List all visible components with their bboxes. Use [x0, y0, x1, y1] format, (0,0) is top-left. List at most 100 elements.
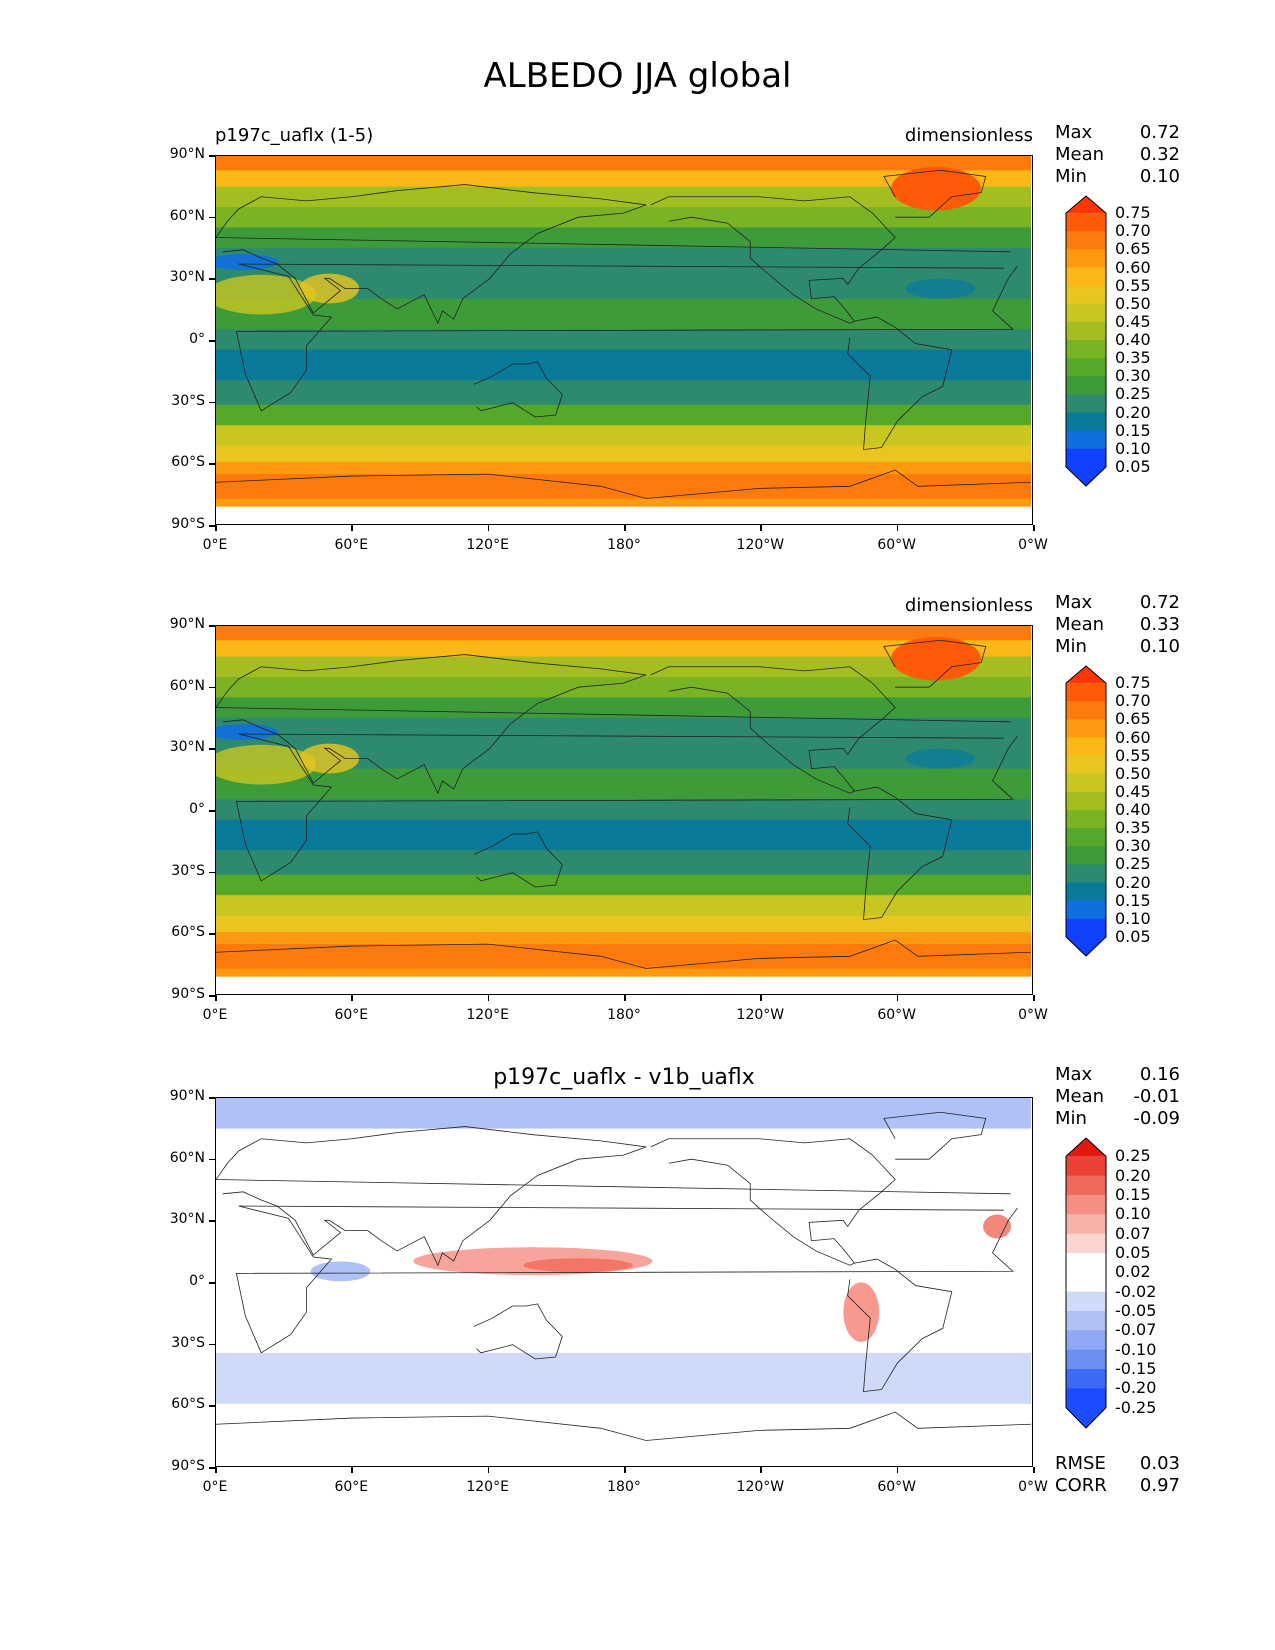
colorbar-swatch: [1066, 213, 1106, 232]
x-tick-mark: [896, 1467, 899, 1473]
x-tick-label: 0°E: [202, 1007, 228, 1023]
coastline: [216, 1126, 1011, 1267]
colorbar-tick-label: 0.15: [1115, 890, 1151, 910]
map-band: [216, 445, 1031, 463]
colorbar-tick-label: 0.05: [1115, 1243, 1151, 1262]
map-band: [216, 640, 1031, 658]
colorbar: [1065, 1137, 1107, 1429]
colorbar-swatch: [1066, 882, 1106, 902]
colorbar-tick-label: -0.07: [1115, 1320, 1157, 1340]
y-tick-label: 0°: [189, 801, 205, 817]
y-tick-label: 0°: [189, 331, 205, 347]
colorbar-tick-label: 0.70: [1115, 221, 1151, 241]
coastline: [235, 1205, 1018, 1354]
colorbar-extend-bottom: [1066, 1407, 1106, 1428]
map-band: [216, 944, 1031, 970]
x-tick-label: 60°E: [334, 537, 369, 553]
colorbar-tick-label: 0.15: [1115, 1185, 1151, 1204]
colorbar-swatch: [1066, 1388, 1106, 1409]
x-tick-label: 60°W: [877, 537, 916, 553]
coastline: [216, 654, 1011, 795]
coastline: [216, 939, 1031, 969]
colorbar-tick-label: 0.05: [1115, 926, 1151, 946]
x-tick-mark: [896, 995, 899, 1001]
y-tick-label: 90°N: [169, 616, 205, 632]
y-tick-mark: [209, 1220, 215, 1222]
stat-mean-value: -0.01: [1133, 1086, 1180, 1107]
map-band: [216, 717, 1031, 739]
colorbar-tick-label: 0.10: [1115, 908, 1151, 928]
colorbar-tick-label: 0.65: [1115, 709, 1151, 729]
colorbar-tick-label: -0.15: [1115, 1359, 1157, 1378]
y-tick-mark: [209, 1282, 215, 1284]
y-tick-mark: [209, 748, 215, 750]
map-frame: [215, 155, 1033, 525]
stat-min-value: 0.10: [1139, 166, 1180, 187]
colorbar-swatch: [1066, 1272, 1106, 1293]
map-band: [216, 968, 1031, 978]
map-band: [216, 170, 1031, 188]
x-tick-mark: [624, 995, 626, 1001]
stat-mean-label: Mean: [1055, 1086, 1105, 1107]
y-tick-mark: [209, 933, 215, 935]
colorbar-tick-label: 0.20: [1115, 402, 1151, 422]
colorbar-tick-label: 0.50: [1115, 763, 1151, 783]
stat-min-value: -0.09: [1133, 1108, 1180, 1129]
y-tick-mark: [209, 871, 215, 874]
y-tick-mark: [209, 401, 215, 404]
map-band: [216, 676, 1031, 698]
x-tick-mark: [487, 995, 490, 1001]
x-tick-label: 60°W: [877, 1007, 916, 1023]
x-tick-mark: [760, 525, 762, 531]
map-band: [216, 626, 1031, 641]
stat-mean-label: Mean: [1055, 144, 1105, 165]
map-band: [216, 156, 1031, 171]
coastline: [847, 786, 953, 921]
y-tick-label: 60°S: [171, 924, 205, 941]
x-tick-mark: [760, 995, 762, 1001]
colorbar-tick-label: 0.07: [1115, 1223, 1151, 1243]
y-tick-label: 90°S: [171, 1458, 205, 1474]
colorbar-swatch: [1066, 719, 1106, 738]
stat-min-label: Min: [1055, 1108, 1087, 1129]
y-tick-label: 90°N: [169, 1088, 205, 1104]
stat-mean-value: 0.33: [1139, 614, 1180, 635]
map-band: [216, 425, 1031, 447]
map-canvas: [216, 626, 1031, 993]
colorbar-tick-label: 0.25: [1115, 854, 1151, 874]
x-tick-label: 120°E: [466, 537, 509, 553]
colorbar-swatch: [1066, 394, 1106, 413]
y-tick-label: 30°S: [171, 392, 205, 409]
map-band: [216, 799, 1031, 821]
map-band: [216, 895, 1031, 917]
colorbar-swatch: [1066, 828, 1106, 847]
colorbar-swatch: [1066, 864, 1106, 883]
metric-corr-label: CORR: [1055, 1475, 1107, 1496]
stat-mean-value: 0.32: [1139, 144, 1180, 165]
y-tick-label: 30°N: [169, 269, 205, 286]
x-tick-label: 180°: [607, 537, 641, 553]
stat-max-value: 0.16: [1139, 1064, 1180, 1085]
colorbar-tick-label: -0.05: [1115, 1301, 1157, 1320]
colorbar-swatch: [1066, 1233, 1106, 1254]
colorbar-tick-label: 0.45: [1115, 781, 1151, 801]
arctic-negative: [216, 1098, 1031, 1129]
stat-max-value: 0.72: [1139, 592, 1180, 613]
colorbar-swatch: [1066, 412, 1106, 432]
colorbar-tick-label: 0.65: [1115, 239, 1151, 259]
coastline: [650, 666, 896, 794]
map-canvas: [216, 156, 1031, 523]
greenland-patch: [891, 636, 981, 681]
x-tick-mark: [1033, 995, 1035, 1001]
colorbar-tick-label: -0.25: [1115, 1397, 1157, 1417]
stat-mean-label: Mean: [1055, 614, 1105, 635]
x-tick-mark: [351, 525, 353, 531]
colorbar-swatch: [1066, 918, 1106, 938]
y-tick-mark: [209, 995, 215, 997]
colorbar-swatch: [1066, 791, 1106, 811]
map-band: [216, 656, 1031, 678]
colorbar-swatch: [1066, 737, 1106, 757]
colorbar-tick-label: 0.55: [1115, 275, 1151, 295]
x-tick-label: 60°W: [877, 1479, 916, 1495]
colorbar-swatch: [1066, 358, 1106, 377]
